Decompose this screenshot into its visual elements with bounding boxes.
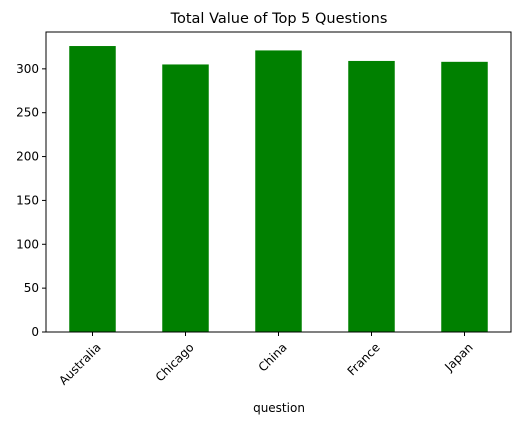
- y-tick-label: 150: [16, 193, 39, 207]
- x-tick-label-japan: Japan: [441, 340, 475, 374]
- x-tick-label-china: China: [256, 340, 290, 374]
- x-tick-label-chicago: Chicago: [153, 340, 197, 384]
- x-axis-label: question: [253, 401, 305, 415]
- y-tick-label: 250: [16, 106, 39, 120]
- x-axis: Australia Chicago China France Japan: [56, 332, 476, 388]
- y-tick-label: 200: [16, 150, 39, 164]
- bar-china: [255, 50, 302, 332]
- bar-australia: [69, 46, 116, 332]
- chart-title: Total Value of Top 5 Questions: [170, 11, 388, 27]
- y-tick-label: 50: [24, 281, 39, 295]
- y-tick-label: 300: [16, 62, 39, 76]
- bars-group: [69, 46, 488, 333]
- x-tick-label-france: France: [345, 340, 383, 378]
- plot-frame: [45, 31, 512, 333]
- y-axis: 0 50 100 150 200 250 300: [16, 62, 46, 339]
- y-tick-label: 100: [16, 237, 39, 251]
- bar-japan: [441, 61, 488, 333]
- bar-chicago: [162, 64, 209, 332]
- y-tick-label: 0: [31, 325, 39, 339]
- x-tick-label-australia: Australia: [56, 340, 103, 387]
- bar-france: [348, 60, 395, 333]
